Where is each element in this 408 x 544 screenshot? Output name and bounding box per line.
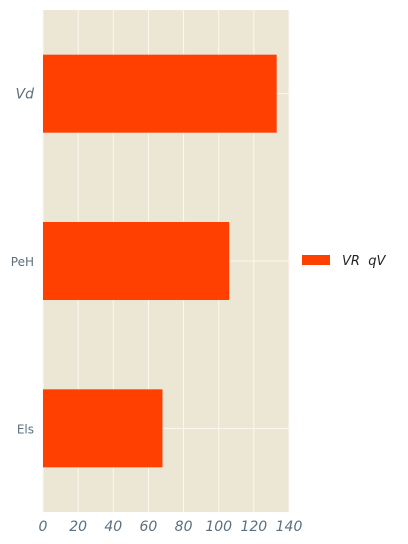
x-tick-label: 0 [39,519,48,535]
x-tick-label: 60 [140,519,158,535]
legend-swatch [302,255,330,265]
x-tick-label: 80 [175,519,193,535]
bars [43,54,277,468]
bar-vd [43,54,277,133]
y-tick-label: Els [17,422,34,436]
legend: VR qV [302,254,386,269]
bar-els [43,389,163,468]
y-tick-label: Vd [16,87,35,103]
y-tick-label: PeH [11,255,34,269]
legend-label: VR qV [342,254,386,269]
x-tick-label: 140 [276,519,303,535]
x-tick-label: 100 [205,519,232,535]
x-tick-label: 120 [240,519,267,535]
x-tick-label: 20 [69,519,87,535]
x-axis-ticks: 0 20 40 60 80 100 120 140 [39,519,303,535]
y-axis-ticks: Vd PeH Els [11,87,34,437]
x-tick-label: 40 [104,519,122,535]
bar-peh [43,222,230,300]
